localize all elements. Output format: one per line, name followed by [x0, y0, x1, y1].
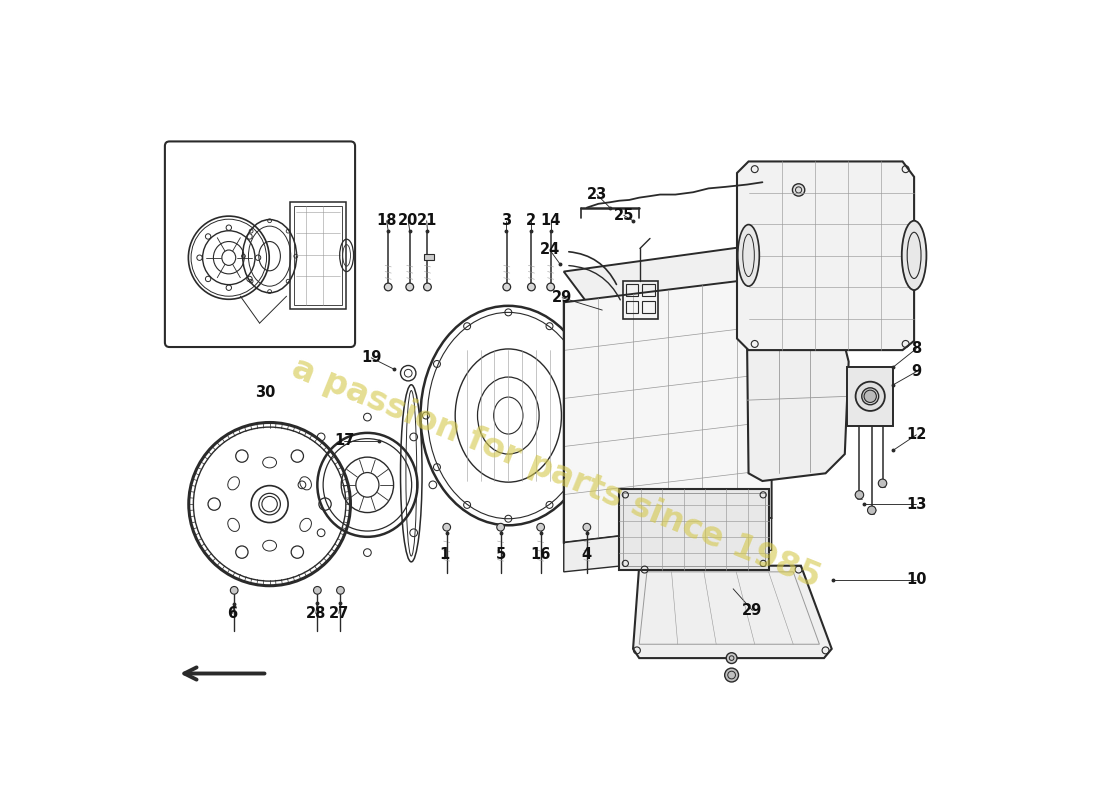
Bar [619, 489, 769, 570]
Text: a passion for parts since 1985: a passion for parts since 1985 [287, 352, 825, 595]
Polygon shape [563, 246, 772, 302]
Polygon shape [747, 323, 849, 481]
Text: 23: 23 [586, 187, 607, 202]
Text: 5: 5 [495, 546, 506, 562]
Text: 1: 1 [439, 546, 450, 562]
Text: 9: 9 [911, 364, 922, 379]
Bar [623, 281, 658, 319]
Circle shape [424, 283, 431, 291]
Polygon shape [737, 162, 914, 350]
Bar [623, 493, 766, 566]
Circle shape [337, 586, 344, 594]
Circle shape [792, 184, 805, 196]
Text: 25: 25 [614, 208, 634, 223]
Circle shape [497, 523, 505, 531]
Ellipse shape [902, 221, 926, 290]
Text: 30: 30 [255, 385, 275, 400]
Circle shape [878, 479, 887, 487]
FancyArrowPatch shape [569, 266, 620, 300]
Bar [642, 284, 654, 296]
Circle shape [865, 390, 877, 402]
Polygon shape [634, 566, 832, 658]
Ellipse shape [856, 382, 884, 411]
Bar [295, 206, 342, 305]
Text: 6: 6 [228, 606, 238, 621]
Bar [642, 301, 654, 313]
Text: 4: 4 [582, 546, 592, 562]
Circle shape [855, 490, 864, 499]
Bar [626, 301, 638, 313]
Polygon shape [563, 518, 772, 572]
Circle shape [537, 523, 544, 531]
Circle shape [384, 283, 392, 291]
Bar [847, 367, 893, 426]
Ellipse shape [738, 225, 759, 286]
Text: 29: 29 [552, 290, 572, 306]
Text: 12: 12 [906, 427, 926, 442]
Circle shape [725, 668, 738, 682]
Text: 19: 19 [361, 350, 382, 366]
Text: 16: 16 [530, 546, 551, 562]
Circle shape [406, 283, 414, 291]
Text: 18: 18 [376, 214, 397, 228]
Text: 24: 24 [540, 242, 560, 258]
Text: 21: 21 [417, 214, 437, 228]
Ellipse shape [861, 388, 879, 405]
Text: 17: 17 [334, 434, 354, 449]
Text: 10: 10 [906, 572, 926, 587]
Bar [424, 254, 434, 260]
Polygon shape [563, 277, 772, 542]
Text: 13: 13 [906, 497, 926, 512]
Circle shape [528, 283, 536, 291]
Text: 14: 14 [540, 214, 561, 228]
Text: 3: 3 [500, 214, 512, 228]
Bar [290, 202, 345, 309]
Bar [626, 284, 638, 296]
Circle shape [314, 586, 321, 594]
Text: 27: 27 [329, 606, 349, 621]
Text: 2: 2 [526, 214, 537, 228]
Circle shape [547, 283, 554, 291]
Circle shape [503, 283, 510, 291]
Text: 28: 28 [306, 606, 326, 621]
Circle shape [726, 653, 737, 663]
Circle shape [230, 586, 238, 594]
Circle shape [868, 506, 876, 514]
Circle shape [443, 523, 451, 531]
Text: 20: 20 [398, 214, 418, 228]
Circle shape [583, 523, 591, 531]
Text: 29: 29 [742, 603, 762, 618]
FancyArrowPatch shape [569, 252, 616, 285]
Text: 8: 8 [911, 341, 922, 356]
